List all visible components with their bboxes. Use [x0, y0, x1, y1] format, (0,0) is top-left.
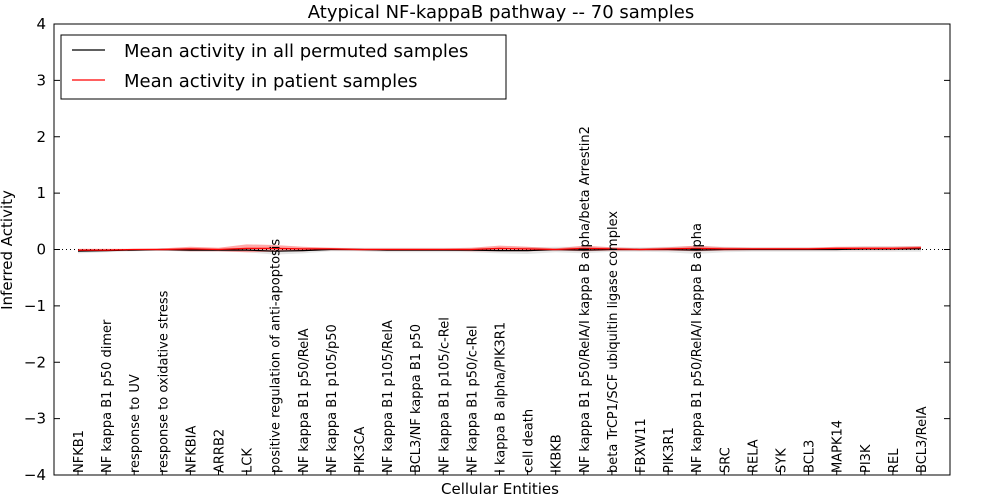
- x-tick-label: BCL3: [803, 440, 818, 473]
- legend-label-permuted: Mean activity in all permuted samples: [124, 41, 468, 62]
- x-tick-label: NF kappa B1 p50/c-Rel: [465, 325, 480, 473]
- x-tick-label: BCL3/NF kappa B1 p50: [409, 324, 424, 473]
- y-tick-label: −2: [24, 353, 46, 371]
- legend-label-patient: Mean activity in patient samples: [124, 71, 418, 92]
- legend-box: [60, 34, 507, 100]
- x-tick-label: NF kappa B1 p50/RelA/I kappa B alpha/bet…: [578, 126, 593, 473]
- x-tick-label: I kappa B alpha/PIK3R1: [494, 322, 509, 473]
- x-tick-label: PIK3CA: [353, 426, 368, 473]
- legend: Mean activity in all permuted samples Me…: [60, 34, 507, 100]
- y-tick-label: 3: [36, 71, 46, 89]
- x-tick-label: positive regulation of anti-apoptosis: [269, 239, 284, 473]
- x-tick-label: response to UV: [128, 374, 143, 473]
- x-tick-label: PIK3R1: [662, 427, 677, 473]
- x-tick-label: NF kappa B1 p105/p50: [325, 324, 340, 473]
- x-tick-label: PI3K: [859, 444, 874, 473]
- y-axis: −4 −3 −2 −1 0 1 2 3 4: [24, 15, 950, 484]
- x-tick-label: MAPK14: [831, 420, 846, 473]
- x-tick-label: IKBKB: [550, 434, 565, 473]
- x-tick-label: REL: [887, 448, 902, 473]
- x-tick-label: SYK: [775, 448, 790, 473]
- x-tick-label: NF kappa B1 p50/RelA: [297, 328, 312, 473]
- y-tick-label: 4: [36, 15, 46, 33]
- y-axis-label: Inferred Activity: [0, 190, 16, 310]
- y-tick-label: 2: [36, 128, 46, 146]
- x-axis-label: Cellular Entities: [441, 480, 559, 498]
- x-tick-label: NF kappa B1 p50/RelA/I kappa B alpha: [690, 223, 705, 473]
- y-tick-label: 1: [36, 184, 46, 202]
- series-lines: [54, 247, 950, 252]
- y-tick-label: −3: [24, 410, 46, 428]
- x-axis: NFKB1 NF kappa B1 p50 dimer response to UV…: [72, 126, 930, 475]
- x-tick-label: NFKBIA: [184, 426, 199, 473]
- y-tick-label: 0: [36, 241, 46, 259]
- series-line-patient: [78, 247, 922, 251]
- x-tick-label: RELA: [746, 439, 761, 473]
- x-tick-label: FBXW11: [634, 418, 649, 473]
- x-tick-label: SRC: [718, 447, 733, 473]
- x-tick-label: NF kappa B1 p105/RelA: [381, 320, 396, 473]
- x-tick-label: NFKB1: [72, 430, 87, 473]
- y-tick-label: −1: [24, 297, 46, 315]
- x-tick-label: NF kappa B1 p50 dimer: [100, 319, 115, 473]
- x-tick-label: cell death: [522, 409, 537, 473]
- x-tick-label: beta TrCP1/SCF ubiquitin ligase complex: [606, 211, 621, 473]
- x-tick-label: LCK: [241, 448, 256, 473]
- x-tick-label: ARRB2: [213, 429, 228, 473]
- chart-title: Atypical NF-kappaB pathway -- 70 samples: [308, 2, 694, 23]
- y-tick-label: −4: [24, 466, 46, 484]
- x-tick-label: NF kappa B1 p105/c-Rel: [437, 317, 452, 473]
- x-tick-label: BCL3/RelA: [915, 406, 930, 473]
- x-tick-label: response to oxidative stress: [156, 290, 171, 473]
